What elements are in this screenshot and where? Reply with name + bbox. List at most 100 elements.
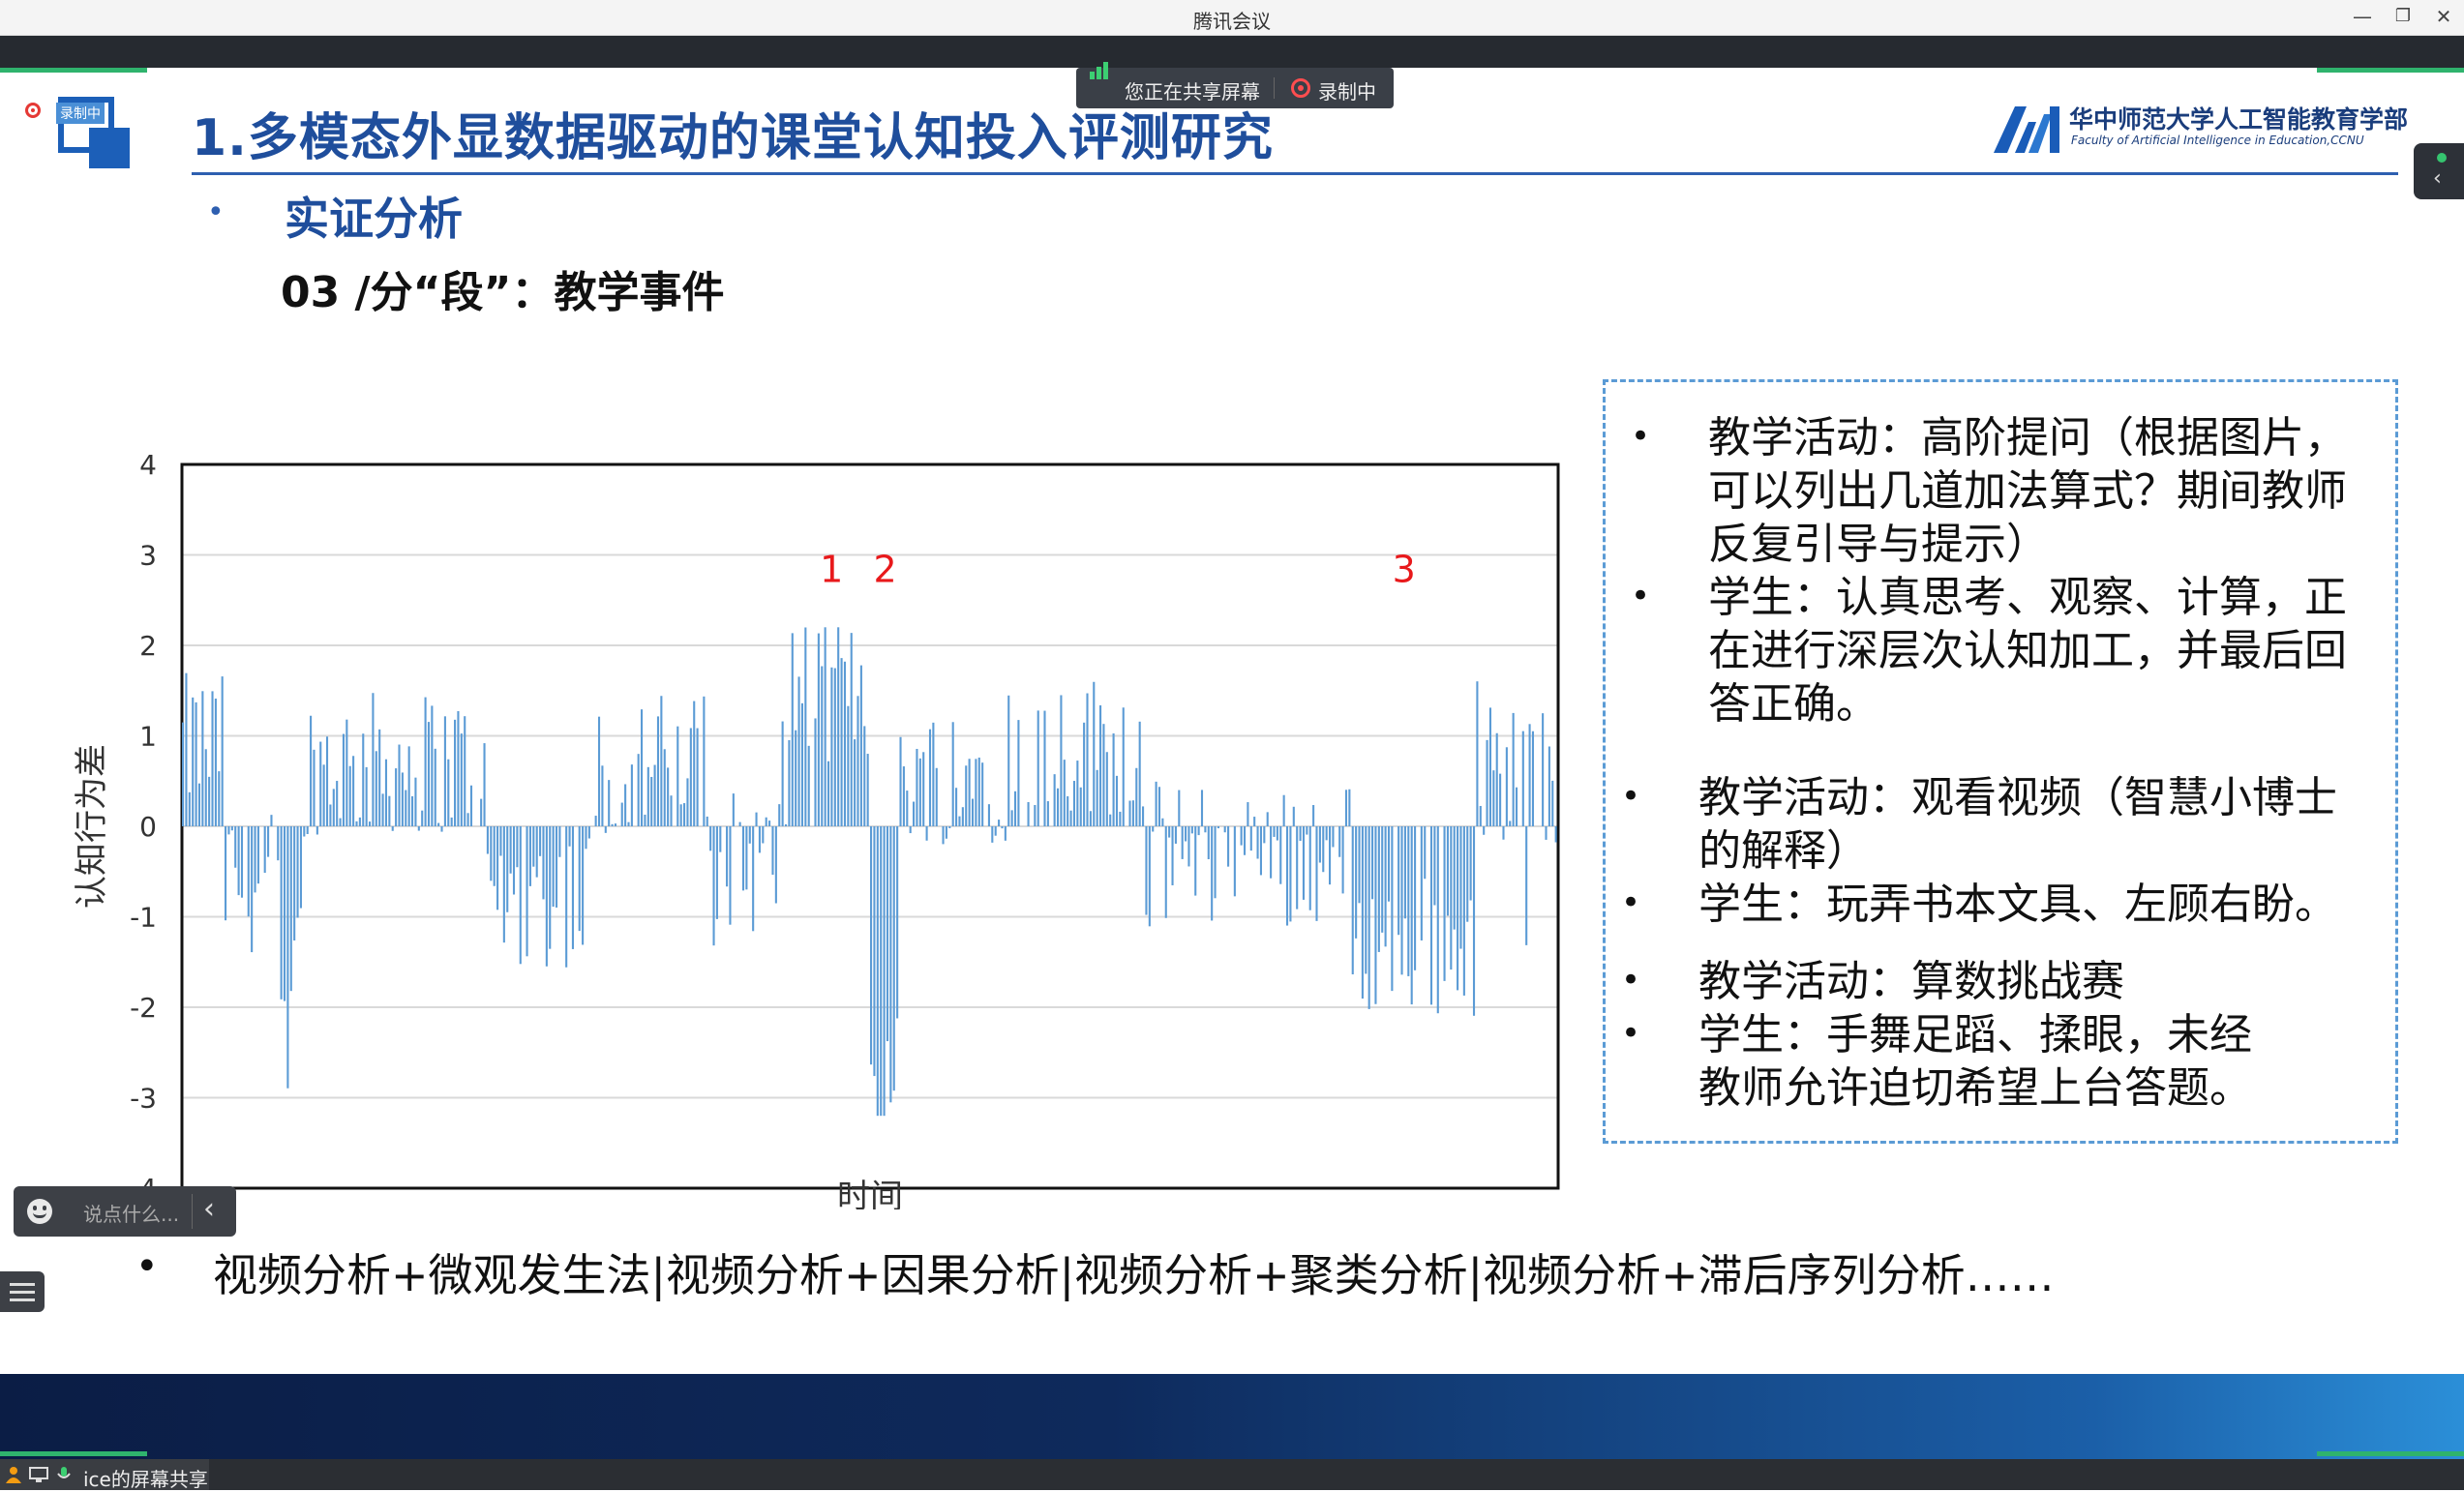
chart-bar (739, 822, 741, 826)
close-button[interactable]: ✕ (2429, 2, 2458, 31)
list-menu-icon[interactable] (0, 1271, 45, 1312)
panel-text-line: 教师允许迫切希望上台答题。 (1698, 1061, 2252, 1115)
chart-bar (192, 698, 194, 826)
chart-bar (1057, 789, 1059, 826)
chart-bar (405, 791, 406, 826)
panel-text-line: 教学活动：算数挑战赛 (1698, 955, 2124, 1008)
chart-bar (425, 698, 427, 826)
chat-input[interactable]: 说点什么... (83, 1199, 179, 1227)
panel-text-line: 可以列出几道加法算式？期间教师 (1708, 464, 2347, 518)
panel-text-line: 学生：手舞足蹈、揉眼，未经 (1698, 1008, 2252, 1061)
chart-bar (264, 826, 266, 873)
chart-bar (778, 804, 780, 826)
chart-bar (893, 826, 895, 1090)
chat-collapse-icon[interactable]: ‹ (203, 1192, 215, 1226)
chart-bar (899, 737, 901, 826)
chart-bar (359, 818, 361, 826)
side-panel-toggle[interactable]: ‹ (2414, 143, 2464, 199)
y-tick-label: -2 (130, 992, 157, 1024)
chart-bar (870, 826, 872, 1064)
chart-bar (1459, 826, 1461, 949)
chart-bar (660, 696, 662, 826)
y-tick-label: -1 (130, 902, 157, 934)
share-taskbar: ice的屏幕共享 (0, 1459, 2464, 1490)
chart-bar (1338, 826, 1340, 857)
share-status-bar[interactable]: ice的屏幕共享 (0, 1459, 209, 1490)
chart-bar (582, 826, 584, 944)
chart-bar (877, 826, 879, 1116)
chart-bar (706, 817, 708, 826)
chart-bar (457, 711, 459, 826)
chart-bar (1097, 770, 1098, 826)
chart-bar (595, 816, 597, 826)
chart-bar (461, 733, 463, 826)
recording-label[interactable]: 录制中 (1318, 76, 1376, 104)
chart-bar (208, 777, 210, 826)
org-name: 华中师范大学人工智能教育学部 (2069, 101, 2408, 135)
chart-bar (712, 826, 714, 945)
y-tick-label: 2 (139, 630, 157, 662)
chart-bar (1007, 696, 1009, 826)
chart-bar (913, 802, 915, 826)
chart-bar (1421, 826, 1423, 940)
chart-bar (821, 667, 823, 826)
chart-bar (1525, 826, 1527, 945)
event-marker-label: 2 (874, 549, 897, 591)
chart-bar (1315, 826, 1317, 921)
chat-input-bar[interactable]: 说点什么... ‹ (14, 1186, 236, 1237)
chart-bar (1123, 707, 1125, 826)
chart-bar (520, 826, 522, 964)
chart-bar (558, 826, 560, 857)
chart-bar (293, 826, 295, 940)
chart-bar (1215, 826, 1217, 898)
panel-bullet: • (1621, 1014, 1640, 1053)
chart-bar (333, 789, 335, 826)
chart-bar (690, 728, 692, 826)
chart-bar (201, 691, 203, 826)
screen-share-indicator[interactable]: 您正在共享屏幕 录制中 (1076, 68, 1394, 108)
panel-bullet: • (1621, 777, 1640, 816)
minimize-button[interactable]: — (2348, 2, 2377, 31)
chart-bar (601, 765, 603, 826)
emoji-icon[interactable] (27, 1199, 52, 1224)
chart-bar (771, 826, 773, 875)
chart-bar (1093, 682, 1095, 826)
chart-bar (444, 716, 446, 826)
chart-bar (1076, 761, 1078, 826)
chart-bar (1444, 826, 1446, 981)
chart-bar (588, 826, 590, 839)
accent-line-left (0, 68, 147, 73)
chart-bar (1102, 724, 1104, 826)
chart-bar (654, 765, 656, 826)
chart-bar (451, 818, 453, 826)
section-bullet: • (207, 195, 225, 229)
chart-bar (1365, 826, 1367, 973)
sharing-label[interactable]: 您正在共享屏幕 (1125, 76, 1260, 104)
chart-bar (382, 793, 384, 826)
panel-bullet: • (1631, 577, 1650, 615)
chart-bar (340, 819, 342, 826)
chart-bar (697, 729, 699, 826)
panel-bullet: • (1631, 417, 1650, 456)
chart-bar (1529, 724, 1531, 826)
taskbar-label: ice的屏幕共享 (83, 1464, 208, 1492)
chart-bar (729, 826, 731, 925)
chart-bar (922, 752, 924, 826)
chart-bar (585, 826, 586, 849)
chart-bar (1483, 826, 1485, 835)
recording-badge: 录制中 (56, 103, 105, 124)
chart-bar (814, 718, 816, 826)
microphone-icon (54, 1466, 74, 1483)
chart-bar (392, 826, 394, 831)
restore-button[interactable]: ❐ (2389, 2, 2418, 31)
chart-bar (1182, 826, 1184, 859)
chart-bar (1253, 817, 1255, 826)
chart-bar (1532, 731, 1534, 826)
chart-bar (1476, 681, 1478, 826)
chart-bar (670, 795, 672, 826)
chart-bar (549, 826, 551, 949)
chart-bar (490, 826, 492, 880)
chart-bar (211, 691, 213, 826)
chart-bar (1224, 826, 1226, 832)
chart-bar (1090, 811, 1092, 826)
